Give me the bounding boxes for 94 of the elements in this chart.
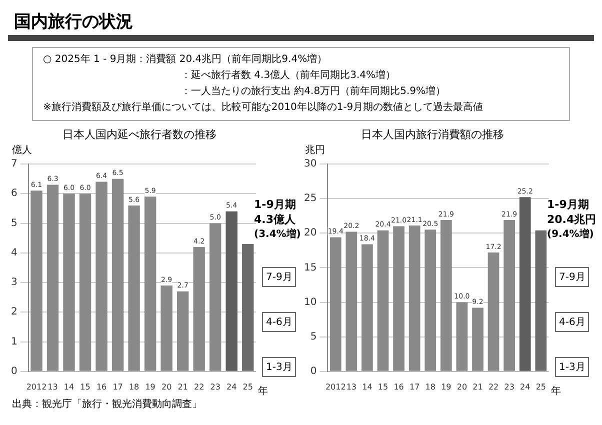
bar [144, 196, 156, 371]
text: 7-9月 [262, 267, 296, 287]
text: 4-6月 [262, 312, 296, 332]
annotation: 4.3億人 [254, 212, 296, 227]
x-tick-label: 22 [194, 382, 204, 392]
x-tick-label: 20 [456, 382, 468, 392]
x-tick-label: 13 [346, 382, 357, 392]
y-tick-label: 1 [10, 336, 18, 348]
y-tick-label: 15 [304, 262, 317, 274]
x-tick-label: 18 [425, 382, 436, 392]
x-tick-label: 14 [362, 382, 372, 392]
y-tick-label: 25 [304, 193, 317, 204]
y-tick-label: 10 [304, 296, 317, 308]
text: ※旅行消費額及び旅行単価については、比較可能な2010年以降の1-9月期の数値として過去最高値 [43, 100, 484, 115]
x-tick-label: 21 [472, 382, 483, 392]
text: 1-3月 [555, 357, 590, 377]
bar [226, 211, 238, 371]
text: 4-6月 [555, 312, 590, 332]
bar [79, 194, 92, 371]
y-axis-title: 兆円 [305, 144, 325, 157]
annotation: (9.4%増) [547, 227, 594, 241]
x-tick-label: 23 [504, 382, 514, 392]
annotation: 1-9月期 [547, 197, 589, 212]
bar [519, 197, 531, 371]
text: ：一人当たりの旅行支出 約4.8万円（前年同期比5.9%増） [180, 84, 446, 99]
bar [176, 291, 189, 371]
bar [408, 226, 420, 371]
annotation: 20.4兆円 [547, 212, 596, 227]
x-tick-label: 13 [48, 382, 58, 392]
text: 国内旅行の状況 [8, 8, 594, 41]
bar [488, 252, 500, 371]
x-tick-label: 14 [64, 382, 74, 392]
y-axis-title: 億人 [12, 144, 32, 157]
bar [377, 230, 389, 371]
bar [242, 244, 254, 371]
x-tick-label: 24 [520, 382, 530, 392]
text: 7-9月 [555, 267, 590, 287]
bar [362, 244, 373, 371]
annotation: (3.4%増) [254, 227, 301, 241]
y-tick-label: 2 [10, 306, 18, 318]
y-tick-label: 3 [10, 277, 18, 288]
x-axis-title: 年 [551, 385, 561, 398]
x-axis-title: 年 [258, 385, 268, 398]
source-note: 出典：観光庁「旅行・観光消費動向調査」 [12, 398, 202, 411]
text: 1-3月 [262, 357, 296, 377]
bar [160, 285, 172, 371]
x-tick-label: 15 [80, 382, 90, 392]
bar [46, 184, 59, 371]
x-tick-label: 2012 [325, 382, 346, 392]
y-tick-label: 5 [10, 218, 18, 229]
x-tick-label: 25 [536, 382, 546, 392]
bar [112, 178, 124, 371]
y-tick-label: 30 [304, 158, 317, 170]
x-tick-label: 17 [409, 382, 420, 392]
bar [96, 182, 108, 371]
x-tick-label: 19 [145, 382, 156, 392]
bar [128, 205, 140, 371]
chart-title: 日本人国内旅行消費額の推移 [360, 127, 505, 143]
x-tick-label: 20 [161, 382, 172, 392]
bar [472, 308, 484, 371]
bar [535, 230, 547, 371]
y-tick-label: 0 [10, 366, 18, 377]
text: ○ 2025年 1 - 9月期：消費額 20.4兆円（前年同期比9.4%増） [43, 52, 328, 67]
x-tick-label: 25 [242, 382, 253, 392]
y-tick-label: 0 [310, 366, 317, 377]
x-tick-label: 16 [394, 382, 404, 392]
bar [504, 220, 516, 371]
text: ：延べ旅行者数 4.3億人（前年同期比3.4%増） [180, 68, 396, 83]
y-tick-label: 20 [304, 228, 317, 239]
x-tick-label: 2012 [26, 382, 47, 392]
y-tick-label: 6 [10, 188, 18, 200]
bar [346, 232, 358, 371]
bar [440, 220, 452, 371]
bar [424, 230, 436, 371]
y-tick-label: 7 [10, 158, 18, 170]
bar [330, 237, 342, 371]
bar [393, 226, 404, 371]
x-tick-label: 18 [128, 382, 140, 392]
bar [193, 246, 205, 371]
x-tick-label: 15 [378, 382, 388, 392]
x-tick-label: 23 [210, 382, 220, 392]
bar [209, 223, 222, 371]
x-tick-label: 19 [441, 382, 452, 392]
y-tick-label: 5 [310, 331, 317, 342]
bar [63, 194, 75, 371]
annotation: 1-9月期 [254, 197, 296, 212]
chart-title: 日本人国内延べ旅行者数の推移 [62, 127, 218, 143]
x-tick-label: 24 [226, 382, 237, 392]
y-tick-label: 4 [10, 247, 18, 258]
x-tick-label: 21 [178, 382, 188, 392]
x-tick-label: 16 [96, 382, 107, 392]
x-tick-label: 17 [112, 382, 123, 392]
x-tick-label: 22 [488, 382, 499, 392]
bar [456, 302, 468, 371]
